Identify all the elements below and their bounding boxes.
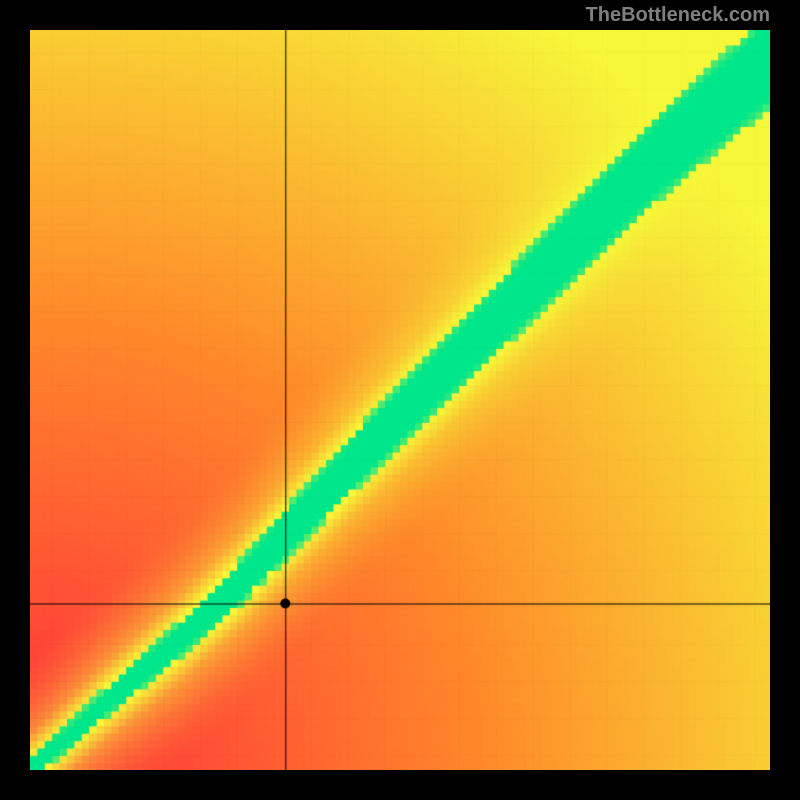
heatmap-canvas (30, 30, 770, 770)
heatmap-plot (30, 30, 770, 770)
watermark-label: TheBottleneck.com (586, 4, 770, 27)
